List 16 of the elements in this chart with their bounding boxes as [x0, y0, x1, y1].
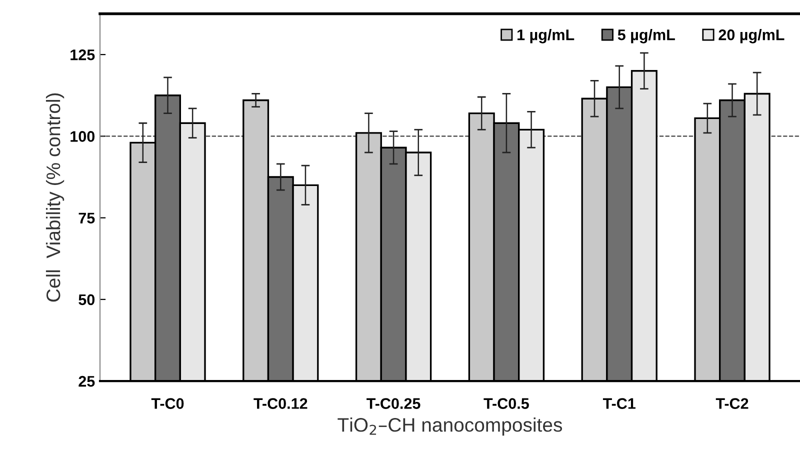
x-tick-label: T-C0.5 — [484, 398, 529, 409]
x-tick-label: T-C0 — [151, 398, 184, 409]
x-tick-label: T-C1 — [602, 398, 636, 409]
x-tick-label: T-C0.12 — [254, 398, 308, 409]
legend-label: 20 µg/mL — [718, 29, 784, 44]
x-tick-label: T-C0.25 — [366, 398, 420, 409]
legend-label: 5 µg/mL — [618, 29, 675, 44]
x-tick-label: T-C2 — [716, 398, 748, 409]
x-axis-title: TiO$_{2}$–CH nanocomposites — [338, 418, 562, 436]
legend-label: 1 µg/mL — [518, 29, 574, 44]
y-tick-label: 75 — [78, 212, 95, 224]
y-tick-label: 125 — [70, 49, 95, 60]
y-tick-label: 50 — [78, 294, 95, 306]
y-axis-title: Cell Viability (% control) — [46, 93, 64, 302]
y-tick-label: 25 — [78, 376, 95, 387]
y-tick-label: 100 — [70, 131, 95, 142]
